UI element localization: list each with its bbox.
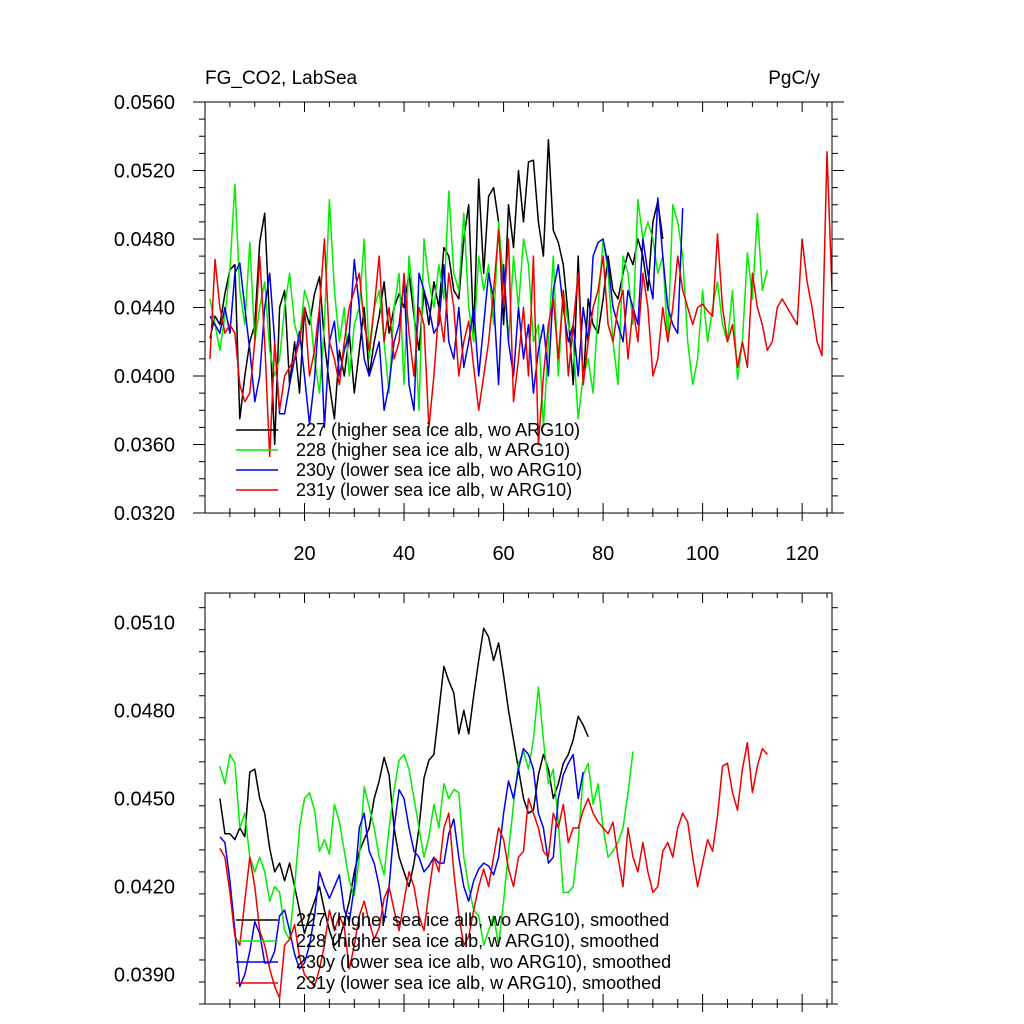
top-y-tick-label: 0.0320 (114, 503, 175, 525)
top-x-tick-label: 60 (492, 543, 514, 565)
top-x-tick-label: 120 (785, 543, 818, 565)
top-x-tick-label: 40 (393, 543, 415, 565)
top-x-tick-label: 100 (686, 543, 719, 565)
top-y-tick-label: 0.0480 (114, 229, 175, 251)
bottom-y-tick-label: 0.0480 (114, 700, 175, 722)
top-y-tick-label: 0.0520 (114, 161, 175, 183)
bottom-legend-label-1: 227 (higher sea ice alb, wo ARG10), smoo… (296, 910, 669, 930)
top-legend-label-2: 228 (higher sea ice alb, w ARG10) (296, 440, 570, 460)
bottom-legend-label-2: 228 (higher sea ice alb, w ARG10), smoot… (296, 931, 659, 951)
bottom-series-line-4 (219, 741, 768, 999)
bottom-y-tick-label: 0.0390 (114, 965, 175, 987)
top-series-line-2 (209, 183, 769, 429)
top-x-tick-label: 80 (592, 543, 614, 565)
chart-units: PgC/y (768, 68, 820, 89)
top-series-line-4 (209, 150, 832, 458)
bottom-legend-label-4: 231y (lower sea ice alb, w ARG10), smoot… (296, 973, 661, 993)
top-y-tick-label: 0.0440 (114, 298, 175, 320)
bottom-y-tick-label: 0.0450 (114, 789, 175, 811)
top-legend-label-4: 231y (lower sea ice alb, w ARG10) (296, 480, 572, 500)
bottom-y-tick-label: 0.0510 (114, 612, 175, 634)
top-x-tick-label: 20 (293, 543, 315, 565)
bottom-y-tick-label: 0.0420 (114, 877, 175, 899)
bottom-series-line-3 (219, 747, 584, 988)
top-legend-label-3: 230y (lower sea ice alb, wo ARG10) (296, 460, 582, 480)
bottom-plot-frame (204, 592, 833, 1005)
bottom-panel: 0.0390 0.0420 0.0450 0.0480 0.0510 227 (highe… (114, 592, 838, 1012)
top-y-tick-label: 0.0360 (114, 435, 175, 457)
chart-title: FG_CO2, LabSea (205, 68, 358, 89)
bottom-series-line-2 (219, 686, 634, 947)
bottom-legend-label-3: 230y (lower sea ice alb, wo ARG10), smoo… (296, 952, 671, 972)
top-legend-label-1: 227 (higher sea ice alb, wo ARG10) (296, 420, 580, 440)
top-panel: 20 40 60 80 100 120 0.0320 0.0360 0.0400 0.0440 0.… (114, 68, 844, 565)
top-y-tick-label: 0.0400 (114, 366, 175, 388)
top-y-tick-label: 0.0560 (114, 92, 175, 114)
